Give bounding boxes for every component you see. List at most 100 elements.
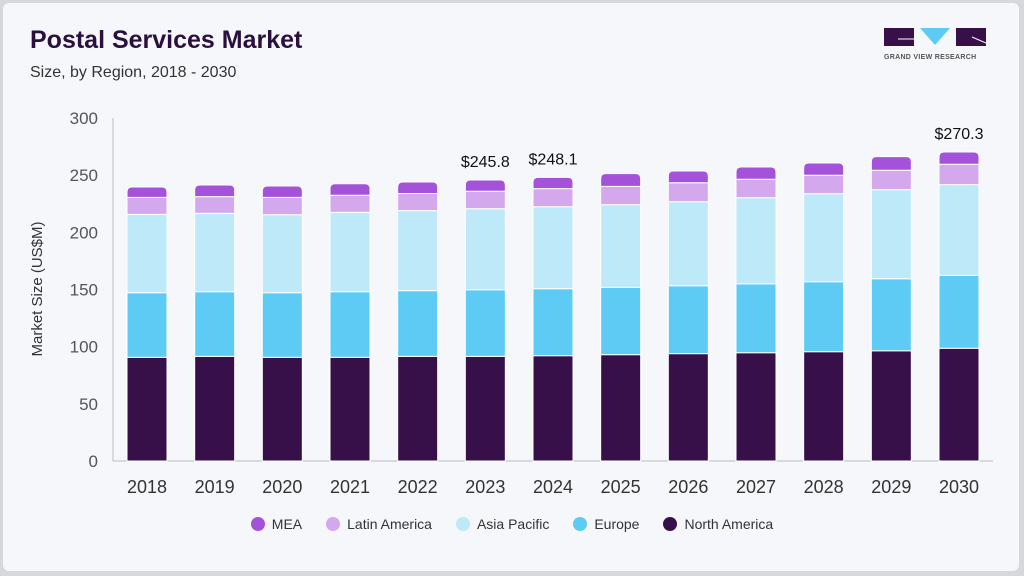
legend-label: Latin America <box>347 516 432 532</box>
legend-item-europe: Europe <box>573 516 639 532</box>
x-tick-label: 2027 <box>736 477 776 497</box>
bar-segment-latin-america <box>803 174 845 195</box>
chart-card <box>3 3 1019 571</box>
bar-segment-europe <box>803 281 845 353</box>
bar-segment-latin-america <box>938 163 980 186</box>
bar-segment-mea <box>532 176 574 190</box>
bar-segment-latin-america <box>532 188 574 208</box>
x-tick-label: 2029 <box>871 477 911 497</box>
legend-item-north-america: North America <box>663 516 773 532</box>
bar-segment-latin-america <box>464 190 506 210</box>
bar-segment-latin-america <box>261 196 303 216</box>
bar-segment-asia-pacific <box>194 212 236 293</box>
bar-segment-latin-america <box>329 194 371 213</box>
bar-segment-mea <box>667 170 709 184</box>
bar-segment-mea <box>870 156 912 171</box>
bar-segment-mea <box>600 173 642 187</box>
x-tick-label: 2018 <box>127 477 167 497</box>
legend-label: MEA <box>271 516 303 532</box>
bar-segment-latin-america <box>126 196 168 215</box>
bar-segment-asia-pacific <box>870 189 912 280</box>
bar-segment-north-america <box>870 350 912 462</box>
bar-segment-north-america <box>532 355 574 462</box>
bar-segment-latin-america <box>397 192 439 212</box>
bar-segment-north-america <box>600 354 642 462</box>
legend-swatch <box>455 517 470 531</box>
y-axis-label: Market Size (US$M) <box>29 221 46 356</box>
x-tick-label: 2019 <box>195 477 235 497</box>
bar-segment-latin-america <box>667 182 709 203</box>
bar-segment-asia-pacific <box>735 197 777 285</box>
legend-label: Europe <box>594 516 640 532</box>
x-tick-label: 2024 <box>533 477 573 497</box>
bar-segment-europe <box>329 291 371 358</box>
grand-view-research-logo: GRAND VIEW RESEARCH <box>884 28 987 61</box>
bar-segment-asia-pacific <box>600 204 642 288</box>
y-tick-label: 100 <box>70 338 98 357</box>
legend-swatch <box>663 517 678 531</box>
legend-item-latin-america: Latin America <box>326 516 432 532</box>
bar-segment-north-america <box>464 355 506 462</box>
bar-segment-mea <box>329 183 371 196</box>
bar-segment-latin-america <box>600 185 642 206</box>
bar-segment-europe <box>464 289 506 357</box>
bar-segment-europe <box>870 278 912 352</box>
legend-label: Asia Pacific <box>476 516 550 532</box>
y-tick-label: 50 <box>79 395 98 414</box>
logo-mark-icon <box>884 28 987 46</box>
bar-segment-mea <box>397 181 439 194</box>
bar-segment-north-america <box>126 356 168 462</box>
bar-segment-asia-pacific <box>397 210 439 292</box>
legend-swatch <box>326 517 341 531</box>
bar-segment-asia-pacific <box>126 213 168 294</box>
y-tick-label: 150 <box>70 281 98 300</box>
bar-segment-europe <box>735 283 777 354</box>
bar-segment-europe <box>532 288 574 357</box>
x-tick-label: 2023 <box>465 477 505 497</box>
y-tick-label: 0 <box>89 452 98 471</box>
bar-segment-mea <box>464 179 506 192</box>
bar-segment-mea <box>735 166 777 180</box>
bar-segment-latin-america <box>194 196 236 214</box>
bar-segment-mea <box>803 162 845 176</box>
legend-item-mea: MEA <box>250 516 303 532</box>
bar-segment-mea <box>938 151 980 165</box>
bar-segment-mea <box>194 184 236 198</box>
legend-label: North America <box>684 516 774 532</box>
y-tick-label: 250 <box>70 166 98 185</box>
bar-segment-europe <box>194 291 236 357</box>
bar-segment-mea <box>126 186 168 198</box>
x-tick-label: 2022 <box>398 477 438 497</box>
bar-segment-europe <box>397 290 439 357</box>
bar-segment-north-america <box>803 351 845 462</box>
x-tick-label: 2020 <box>262 477 302 497</box>
bar-segment-north-america <box>261 356 303 462</box>
bar-segment-asia-pacific <box>261 214 303 294</box>
bar-segment-north-america <box>397 355 439 462</box>
bar-segment-north-america <box>667 353 709 462</box>
data-label: $270.3 <box>935 126 984 143</box>
bar-segment-europe <box>261 292 303 358</box>
bar-segment-europe <box>126 292 168 358</box>
chart-title: Postal Services Market <box>30 26 303 54</box>
y-tick-label: 200 <box>70 223 98 242</box>
y-tick-label: 300 <box>70 109 98 128</box>
bar-segment-north-america <box>938 347 980 462</box>
x-tick-label: 2030 <box>939 477 979 497</box>
bar-segment-europe <box>667 285 709 355</box>
bar-segment-north-america <box>329 356 371 462</box>
legend-item-asia-pacific: Asia Pacific <box>455 516 550 532</box>
bar-segment-asia-pacific <box>329 211 371 293</box>
bar-segment-asia-pacific <box>803 193 845 283</box>
logo-text: GRAND VIEW RESEARCH <box>884 54 977 61</box>
bar-segment-asia-pacific <box>938 184 980 276</box>
data-label: $245.8 <box>461 154 510 171</box>
bar-segment-asia-pacific <box>464 208 506 291</box>
legend-swatch <box>573 517 588 531</box>
data-label: $248.1 <box>529 151 578 168</box>
legend-swatch <box>250 517 265 531</box>
bar-segment-latin-america <box>735 178 777 199</box>
bar-segment-asia-pacific <box>532 206 574 290</box>
bar-segment-latin-america <box>870 169 912 191</box>
